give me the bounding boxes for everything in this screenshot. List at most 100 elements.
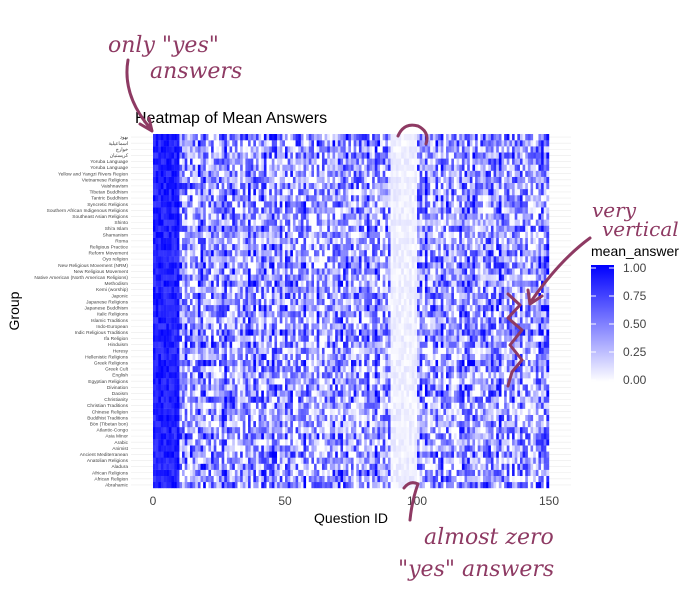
heatmap-cell bbox=[485, 475, 489, 483]
heatmap-cell bbox=[182, 341, 185, 348]
heatmap-cell bbox=[448, 311, 452, 318]
heatmap-cell bbox=[153, 298, 156, 306]
heatmap-cell bbox=[184, 323, 188, 330]
heatmap-cell bbox=[380, 451, 383, 458]
heatmap-cell bbox=[401, 469, 404, 476]
heatmap-cell bbox=[488, 390, 492, 397]
heatmap-cell bbox=[329, 469, 333, 476]
heatmap-cell bbox=[168, 311, 172, 318]
heatmap-cell bbox=[477, 475, 481, 483]
heatmap-cell bbox=[403, 420, 407, 428]
heatmap-cell bbox=[287, 353, 291, 361]
heatmap-cell bbox=[261, 481, 265, 489]
heatmap-cell bbox=[153, 353, 156, 361]
heatmap-cell bbox=[205, 390, 209, 397]
heatmap-cell bbox=[446, 402, 449, 409]
heatmap-cell bbox=[316, 481, 320, 489]
heatmap-cell bbox=[541, 481, 544, 489]
heatmap-cell bbox=[226, 311, 230, 318]
heatmap-cell bbox=[155, 292, 159, 299]
heatmap-cell bbox=[327, 390, 331, 397]
heatmap-cell bbox=[512, 420, 515, 428]
heatmap-cell bbox=[234, 433, 238, 440]
heatmap-cell bbox=[158, 439, 162, 446]
heatmap-cell bbox=[166, 408, 170, 415]
heatmap-cell bbox=[321, 292, 325, 299]
heatmap-cell bbox=[255, 378, 259, 385]
heatmap-cell bbox=[514, 286, 518, 293]
heatmap-cell bbox=[364, 390, 368, 397]
heatmap-cell bbox=[498, 317, 502, 324]
heatmap-cell bbox=[208, 347, 212, 354]
heatmap-cell bbox=[427, 463, 431, 470]
heatmap-cell bbox=[411, 317, 415, 324]
heatmap-cell bbox=[453, 353, 457, 361]
heatmap-cell bbox=[261, 372, 265, 379]
heatmap-cell bbox=[171, 390, 175, 397]
heatmap-cell bbox=[533, 445, 536, 452]
heatmap-cell bbox=[324, 433, 328, 440]
heatmap-cell bbox=[358, 469, 362, 476]
heatmap-cell bbox=[535, 469, 539, 476]
heatmap-cell bbox=[464, 439, 468, 446]
heatmap-cell bbox=[448, 426, 452, 434]
heatmap-cell bbox=[176, 311, 180, 318]
heatmap-cell bbox=[158, 457, 162, 464]
heatmap-cell bbox=[377, 298, 381, 306]
heatmap-cell bbox=[525, 378, 529, 385]
heatmap-cell bbox=[351, 445, 354, 452]
heatmap-cell bbox=[343, 347, 346, 354]
heatmap-cell bbox=[527, 396, 531, 403]
heatmap-cell bbox=[438, 408, 441, 415]
heatmap-cell bbox=[171, 359, 175, 367]
heatmap-cell bbox=[472, 390, 476, 397]
heatmap-cell bbox=[374, 402, 378, 409]
heatmap-cell bbox=[398, 390, 402, 397]
heatmap-cell bbox=[483, 298, 486, 306]
heatmap-cell bbox=[469, 365, 473, 373]
heatmap-cell bbox=[232, 481, 236, 489]
heatmap-cell bbox=[271, 414, 275, 422]
heatmap-cell bbox=[182, 384, 185, 391]
heatmap-cell bbox=[292, 347, 296, 354]
heatmap-cell bbox=[155, 359, 159, 367]
heatmap-cell bbox=[419, 451, 423, 458]
heatmap-cell bbox=[279, 420, 283, 428]
heatmap-cell bbox=[306, 365, 309, 373]
heatmap-cell bbox=[406, 439, 410, 446]
heatmap-cell bbox=[448, 384, 452, 391]
heatmap-cell bbox=[411, 463, 415, 470]
heatmap-cell bbox=[504, 353, 507, 361]
heatmap-cell bbox=[480, 396, 484, 403]
heatmap-cell bbox=[332, 292, 336, 299]
heatmap-cell bbox=[493, 329, 497, 336]
heatmap-cell bbox=[538, 323, 542, 330]
heatmap-cell bbox=[319, 396, 323, 403]
heatmap-cell bbox=[464, 426, 468, 434]
heatmap-cell bbox=[282, 317, 286, 324]
heatmap-cell bbox=[401, 378, 404, 385]
heatmap-cell bbox=[321, 329, 325, 336]
heatmap-cell bbox=[480, 426, 484, 434]
heatmap-cell bbox=[483, 414, 486, 422]
heatmap-cell bbox=[182, 426, 185, 434]
heatmap-cell bbox=[427, 396, 431, 403]
heatmap-cell bbox=[464, 378, 468, 385]
heatmap-cell bbox=[464, 359, 468, 367]
heatmap-cell bbox=[501, 420, 505, 428]
heatmap-cell bbox=[485, 457, 489, 464]
heatmap-cell bbox=[171, 292, 175, 299]
heatmap-cell bbox=[398, 439, 402, 446]
heatmap-cell bbox=[229, 390, 233, 397]
heatmap-cell bbox=[155, 323, 159, 330]
heatmap-cell bbox=[290, 292, 294, 299]
heatmap-cell bbox=[197, 445, 201, 452]
heatmap-cell bbox=[271, 347, 275, 354]
heatmap-cell bbox=[364, 292, 368, 299]
heatmap-cell bbox=[519, 463, 523, 470]
heatmap-cell bbox=[306, 469, 309, 476]
heatmap-cell bbox=[319, 475, 323, 483]
heatmap-cell bbox=[535, 408, 539, 415]
heatmap-cell bbox=[211, 329, 214, 336]
heatmap-cell bbox=[290, 463, 294, 470]
